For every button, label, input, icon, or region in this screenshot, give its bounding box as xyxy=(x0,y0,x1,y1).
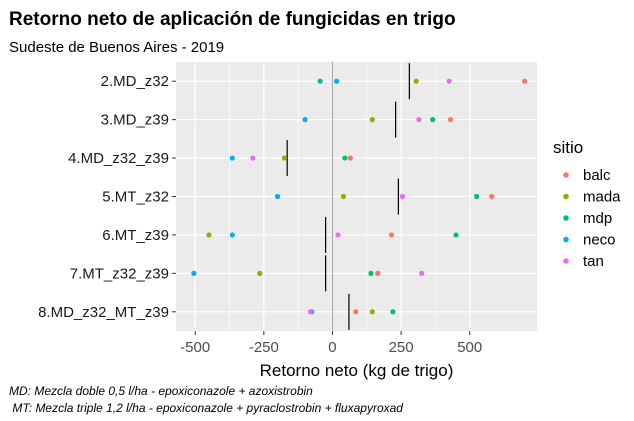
legend-label-tan: tan xyxy=(583,253,604,270)
point-neco xyxy=(333,78,340,84)
point-balc xyxy=(447,117,454,123)
point-balc xyxy=(353,309,359,315)
point-mada xyxy=(340,193,347,200)
y-tick-label: 5.MT_z32 xyxy=(102,189,169,206)
legend: sitio balc mada mdp neco tan xyxy=(553,138,621,270)
caption-line-1: MD: Mezcla doble 0,5 l/ha - epoxiconazol… xyxy=(9,384,313,398)
point-mdp xyxy=(453,232,459,238)
point-mada xyxy=(206,232,212,238)
point-mdp xyxy=(317,78,323,84)
point-tan xyxy=(416,117,422,123)
x-tick-label: 250 xyxy=(389,339,414,356)
point-balc xyxy=(489,193,495,200)
point-mada xyxy=(369,309,375,315)
legend-label-balc: balc xyxy=(583,167,611,184)
x-tick-label: -250 xyxy=(249,339,279,356)
legend-label-neco: neco xyxy=(583,232,616,249)
point-neco xyxy=(229,232,235,238)
legend-label-mdp: mdp xyxy=(583,210,612,227)
point-neco xyxy=(274,193,281,200)
point-mada xyxy=(369,117,375,123)
legend-key-balc xyxy=(563,172,569,178)
point-tan xyxy=(335,232,341,238)
point-mdp xyxy=(430,117,436,123)
x-tick-label: 500 xyxy=(457,339,482,356)
point-tan xyxy=(250,155,256,161)
legend-label-mada: mada xyxy=(583,189,621,206)
point-mdp xyxy=(342,155,348,161)
point-mada xyxy=(281,155,288,161)
legend-title: sitio xyxy=(553,138,583,157)
y-tick-label: 8.MD_z32_MT_z39 xyxy=(38,304,169,321)
legend-key-mdp xyxy=(563,215,569,221)
legend-key-neco xyxy=(563,236,569,243)
legend-key-mada xyxy=(563,193,569,200)
point-tan xyxy=(399,193,406,200)
mean-markers xyxy=(286,63,410,330)
point-balc xyxy=(375,270,381,276)
caption-line-2: MT: Mezcla triple 1,2 l/ha - epoxiconazo… xyxy=(9,401,403,415)
x-tick-label: -500 xyxy=(180,339,210,356)
y-tick-label: 7.MT_z32_z39 xyxy=(70,265,169,282)
point-neco xyxy=(302,117,308,123)
y-tick-label: 4.MD_z32_z39 xyxy=(68,150,169,167)
point-mada xyxy=(257,270,263,276)
point-balc xyxy=(522,78,528,84)
point-neco xyxy=(191,270,197,276)
y-tick-label: 2.MD_z32 xyxy=(101,73,169,90)
y-axis-ticks: 2.MD_z32 3.MD_z39 4.MD_z32_z39 5.MT_z32 6.MT… xyxy=(38,73,176,321)
point-tan xyxy=(419,270,425,276)
x-axis-ticks: -500 -250 0 250 500 xyxy=(180,331,482,356)
grid xyxy=(176,62,537,331)
point-tan xyxy=(307,309,314,315)
point-neco xyxy=(229,155,235,161)
point-balc xyxy=(347,155,353,161)
chart-title: Retorno neto de aplicación de fungicidas… xyxy=(9,9,456,30)
point-mdp xyxy=(368,270,374,276)
point-mada xyxy=(413,78,419,84)
point-mdp xyxy=(390,309,396,315)
x-tick-label: 0 xyxy=(328,339,336,356)
point-tan xyxy=(446,78,452,84)
y-tick-label: 6.MT_z39 xyxy=(102,227,169,244)
x-axis-title: Retorno neto (kg de trigo) xyxy=(260,361,454,380)
data-points xyxy=(191,78,528,315)
point-balc xyxy=(388,232,395,238)
chart-subtitle: Sudeste de Buenos Aires - 2019 xyxy=(9,39,224,56)
y-tick-label: 3.MD_z39 xyxy=(101,112,169,129)
point-mdp xyxy=(474,193,480,200)
legend-key-tan xyxy=(563,258,569,264)
